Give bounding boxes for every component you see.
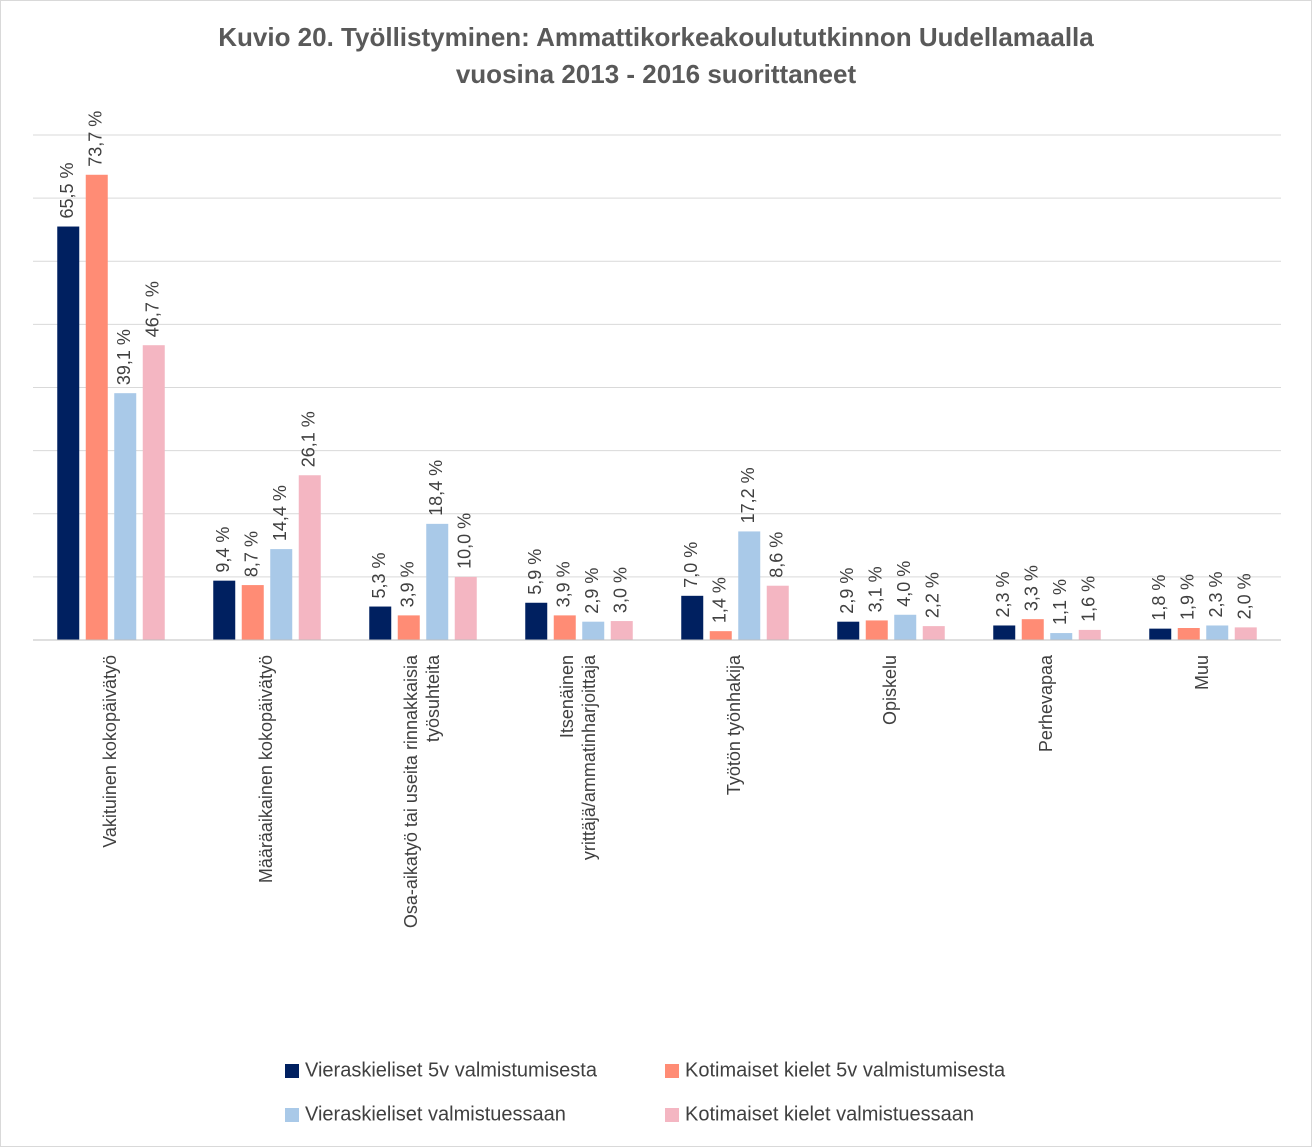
data-label: 39,1 % [114,329,134,385]
legend-label: Kotimaiset kielet 5v valmistumisesta [685,1059,1006,1081]
x-tick-label: Muu [1192,655,1212,690]
legend-label: Vieraskieliset 5v valmistumisesta [305,1059,598,1081]
legend-swatch [665,1108,679,1122]
data-label: 8,7 % [242,531,262,577]
bar [426,523,449,640]
bar [837,621,860,640]
x-tick-label: Vakituinen kokopäivätyö [100,655,120,848]
legend-label: Kotimaiset kielet valmistuessaan [685,1103,974,1125]
bar [582,621,605,640]
data-label: 4,0 % [894,561,914,607]
data-label: 1,9 % [1178,574,1198,620]
legend-swatch [285,1108,299,1122]
bar [142,345,165,640]
bar [298,475,321,640]
bar [525,602,548,640]
data-label: 2,3 % [1206,571,1226,617]
data-label: 3,9 % [398,561,418,607]
bar [766,585,789,640]
bar [709,631,732,640]
data-label: 2,9 % [837,568,857,614]
bar [369,606,392,640]
legend-swatch [665,1064,679,1078]
data-label: 46,7 % [143,281,163,337]
x-tick-label: Työtön työnhakija [724,654,744,795]
data-label: 26,1 % [299,411,319,467]
bar [1177,628,1200,640]
data-label: 9,4 % [213,527,233,573]
data-label: 5,3 % [369,553,389,599]
x-tick-label: Itsenäinen yrittäjä/ammatinharjoittaja [557,654,599,860]
bar [1234,627,1257,640]
bar [114,393,137,640]
bar [553,615,576,640]
data-label: 7,0 % [681,542,701,588]
legend-swatch [285,1064,299,1078]
data-label: 1,6 % [1079,576,1099,622]
data-label: 1,8 % [1149,575,1169,621]
data-label: 65,5 % [57,162,77,218]
data-label: 2,3 % [993,571,1013,617]
data-label: 1,4 % [710,577,730,623]
data-label: 2,2 % [923,572,943,618]
data-label: 1,1 % [1050,579,1070,625]
data-label: 3,9 % [554,561,574,607]
bar [681,595,704,640]
data-label: 73,7 % [86,111,106,167]
bar [241,585,264,640]
data-label: 17,2 % [738,467,758,523]
bar [1149,628,1172,640]
data-label: 2,0 % [1235,573,1255,619]
bar [1021,619,1044,640]
data-label: 2,9 % [582,568,602,614]
x-tick-label: Opiskelu [880,655,900,725]
bar [993,625,1016,640]
bar [922,626,945,640]
bar [213,580,236,640]
bar [1206,625,1229,640]
bar [894,614,917,640]
data-label: 3,0 % [611,567,631,613]
bar [397,615,420,640]
bar [454,576,477,640]
bar [865,620,888,640]
x-tick-label: Määräaikainen kokopäivätyö [256,655,276,883]
data-label: 3,1 % [866,566,886,612]
x-tick-label: Osa-aikatyö tai useita rinnakkaisia työsu… [401,654,443,928]
bar [738,531,761,640]
chart-title: Kuvio 20. Työllistyminen: Ammattikorkeak… [218,22,1094,89]
bar [1078,629,1101,640]
bar [270,549,293,640]
data-label: 10,0 % [455,513,475,569]
data-label: 18,4 % [426,460,446,516]
data-label: 5,9 % [525,549,545,595]
data-label: 8,6 % [767,532,787,578]
data-label: 14,4 % [270,485,290,541]
bar [610,621,633,640]
bar [57,226,80,640]
data-label: 3,3 % [1022,565,1042,611]
bar [1050,633,1073,640]
x-tick-label: Perhevapaa [1036,654,1056,752]
bar [85,174,108,641]
legend-label: Vieraskieliset valmistuessaan [305,1103,566,1125]
